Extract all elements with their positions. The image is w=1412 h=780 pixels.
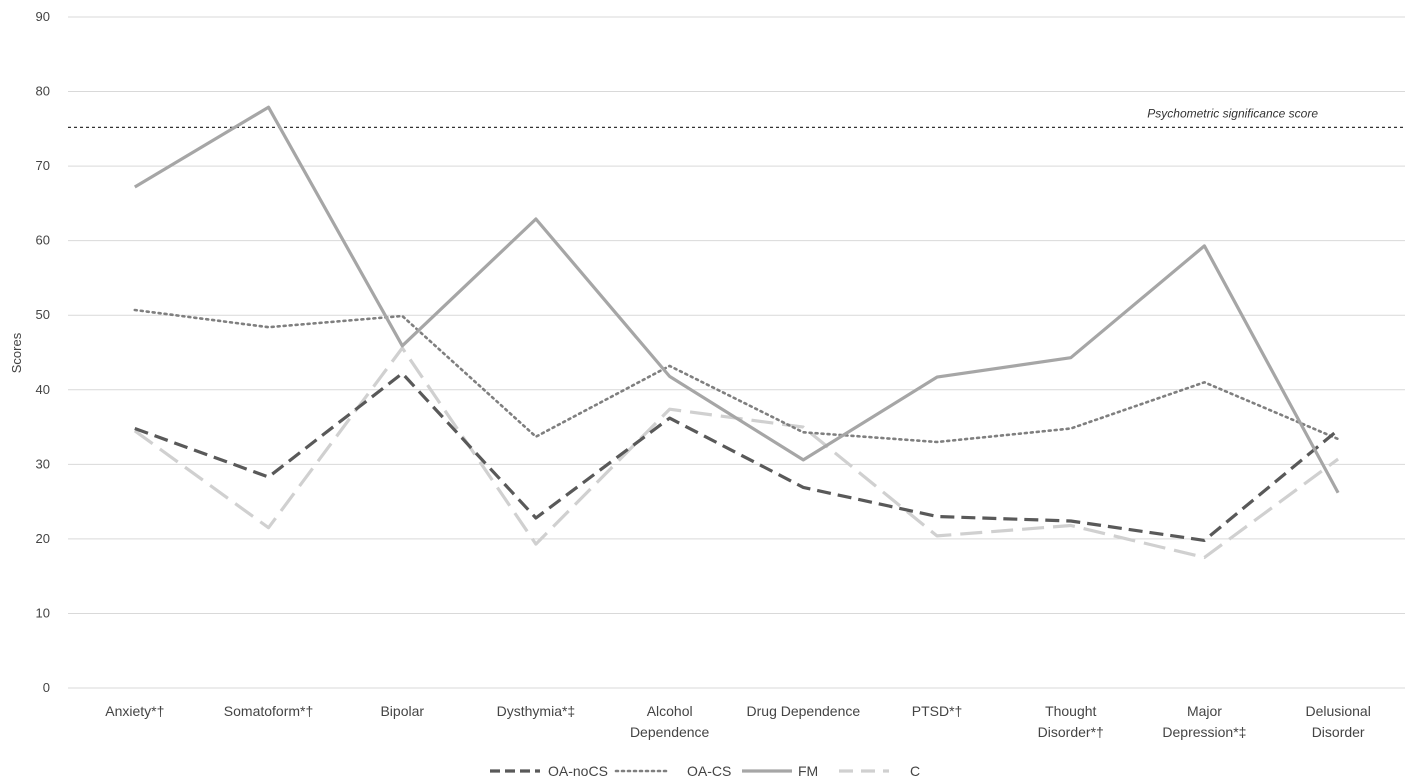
y-tick-label: 60	[36, 233, 50, 248]
x-tick-label: Bipolar	[380, 703, 424, 719]
y-tick-label: 30	[36, 456, 50, 471]
y-tick-label: 10	[36, 605, 50, 620]
y-tick-label: 0	[43, 680, 50, 695]
series-line-oa-nocs	[134, 371, 1340, 543]
y-tick-label: 70	[36, 158, 50, 173]
y-tick-label: 50	[36, 307, 50, 322]
series-lines	[133, 105, 1340, 560]
reference-line-label: Psychometric significance score	[1147, 106, 1318, 120]
x-tick-label: PTSD*†	[912, 703, 963, 719]
x-tick-label: Dysthymia*‡	[497, 703, 576, 719]
reference-line-group: Psychometric significance score	[68, 106, 1405, 128]
y-axis-ticks: 0 10 20 30 40 50 60 70 80 90	[36, 9, 50, 695]
x-tick-label: Major Depression*‡	[1162, 703, 1246, 740]
x-tick-label: Anxiety*†	[105, 703, 164, 719]
y-tick-label: 20	[36, 531, 50, 546]
legend-label-oa-nocs: OA-noCS	[548, 763, 608, 779]
x-tick-label: Somatoform*†	[224, 703, 313, 719]
legend-label-fm: FM	[798, 763, 818, 779]
legend-label-oa-cs: OA-CS	[687, 763, 731, 779]
y-tick-label: 90	[36, 9, 50, 24]
legend-label-c: C	[910, 763, 920, 779]
x-tick-label: Delusional Disorder	[1305, 703, 1370, 740]
legend: OA-noCS OA-CS FM C	[490, 763, 920, 779]
series-line-oa-cs	[133, 308, 1340, 444]
y-tick-label: 80	[36, 84, 50, 99]
x-tick-label: Thought Disorder*†	[1038, 703, 1104, 740]
series-line-fm	[133, 105, 1340, 494]
y-axis-label: Scores	[9, 332, 24, 373]
x-tick-label: Drug Dependence	[747, 703, 861, 719]
series-line-c	[133, 346, 1340, 560]
x-axis-ticks: Anxiety*† Somatoform*† Bipolar Dysthymia*‡ A…	[105, 703, 1371, 740]
x-tick-label: Alcohol Dependence	[630, 703, 710, 740]
gridlines	[68, 16, 1405, 689]
y-tick-label: 40	[36, 382, 50, 397]
